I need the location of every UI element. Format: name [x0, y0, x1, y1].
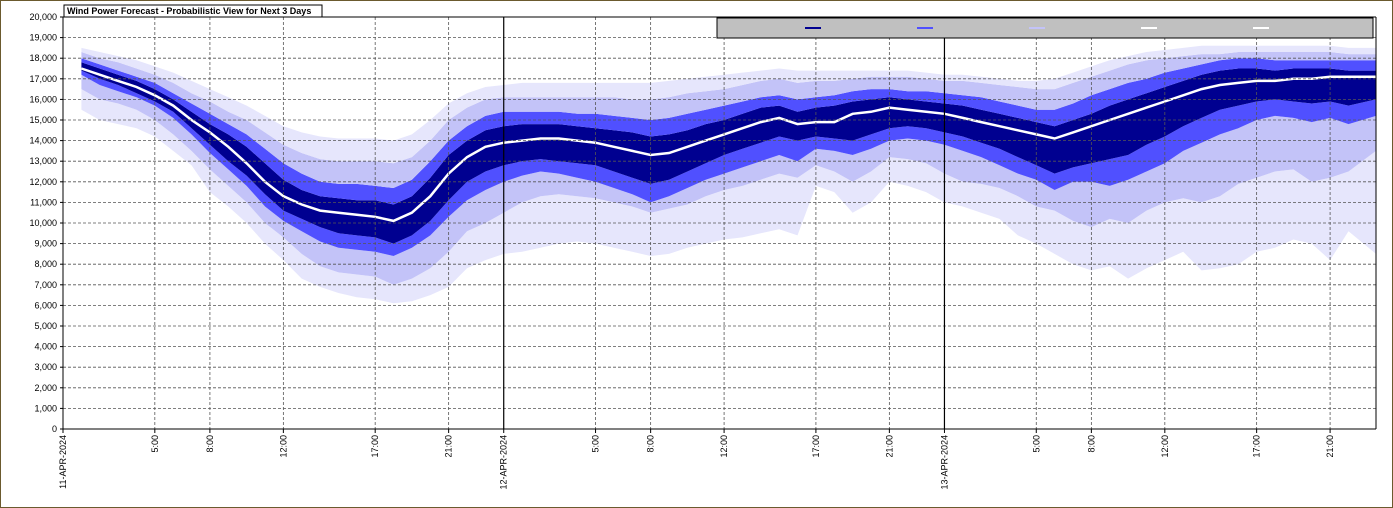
- y-tick-label: 14,000: [29, 136, 57, 146]
- y-tick-label: 20,000: [29, 12, 57, 22]
- y-tick-label: 8,000: [34, 259, 57, 269]
- forecast-band-1: [81, 89, 1376, 304]
- chart-title: Wind Power Forecast - Probabilistic View…: [67, 6, 311, 16]
- y-tick-label: 11,000: [30, 197, 57, 207]
- y-tick-label: 6,000: [34, 300, 57, 310]
- x-tick-label: 5:00: [591, 435, 601, 453]
- y-tick-label: 9,000: [34, 239, 57, 249]
- x-axis-ticks: 11-APR-2024 5:00 8:00 12:00 17:00 21:00 12-APR…: [58, 429, 1335, 490]
- y-tick-label: 13,000: [29, 156, 57, 166]
- legend: [716, 17, 1374, 39]
- x-tick-label: 8:00: [205, 435, 215, 453]
- forecast-band-4: [81, 68, 1376, 244]
- x-tick-label: 17:00: [370, 435, 380, 458]
- forecast-band-2: [81, 74, 1376, 285]
- y-tick-label: 12,000: [29, 177, 57, 187]
- forecast-bands: [81, 45, 1376, 304]
- x-tick-label: 17:00: [811, 435, 821, 458]
- forecast-band-3: [81, 70, 1376, 256]
- y-tick-label: 0: [52, 424, 57, 434]
- x-tick-label: 21:00: [444, 435, 454, 458]
- x-tick-label: 5:00: [150, 435, 160, 453]
- y-axis-ticks: 0 1,000 2,000 3,000 4,000 5,000 6,000 7,000 8,00…: [29, 12, 63, 434]
- x-tick-label: 8:00: [1086, 435, 1096, 453]
- x-tick-label: 17:00: [1252, 435, 1262, 458]
- y-tick-label: 10,000: [29, 218, 57, 228]
- y-tick-label: 18,000: [29, 53, 57, 63]
- y-tick-label: 17,000: [29, 74, 57, 84]
- y-tick-label: 5,000: [34, 321, 57, 331]
- y-tick-label: 2,000: [34, 383, 57, 393]
- forecast-band-5: [81, 62, 1376, 221]
- x-tick-label: 21:00: [884, 435, 894, 458]
- x-tick-label: 12:00: [719, 435, 729, 458]
- y-tick-label: 16,000: [29, 94, 57, 104]
- y-tick-label: 19,000: [29, 33, 57, 43]
- chart-title-box: Wind Power Forecast - Probabilistic View…: [63, 4, 323, 18]
- y-tick-label: 4,000: [34, 342, 57, 352]
- x-tick-label: 11-APR-2024: [58, 435, 68, 489]
- y-tick-label: 3,000: [34, 362, 57, 372]
- y-tick-label: 7,000: [34, 280, 57, 290]
- x-tick-label: 8:00: [646, 435, 656, 453]
- x-tick-label: 12:00: [278, 435, 288, 458]
- y-tick-label: 1,000: [34, 403, 57, 413]
- x-tick-label: 12-APR-2024: [499, 435, 509, 490]
- x-tick-label: 12:00: [1160, 435, 1170, 458]
- grid: [63, 17, 1376, 429]
- x-tick-label: 5:00: [1031, 435, 1041, 453]
- x-tick-label: 13-APR-2024: [939, 435, 949, 490]
- x-tick-label: 21:00: [1325, 435, 1335, 458]
- y-tick-label: 15,000: [29, 115, 57, 125]
